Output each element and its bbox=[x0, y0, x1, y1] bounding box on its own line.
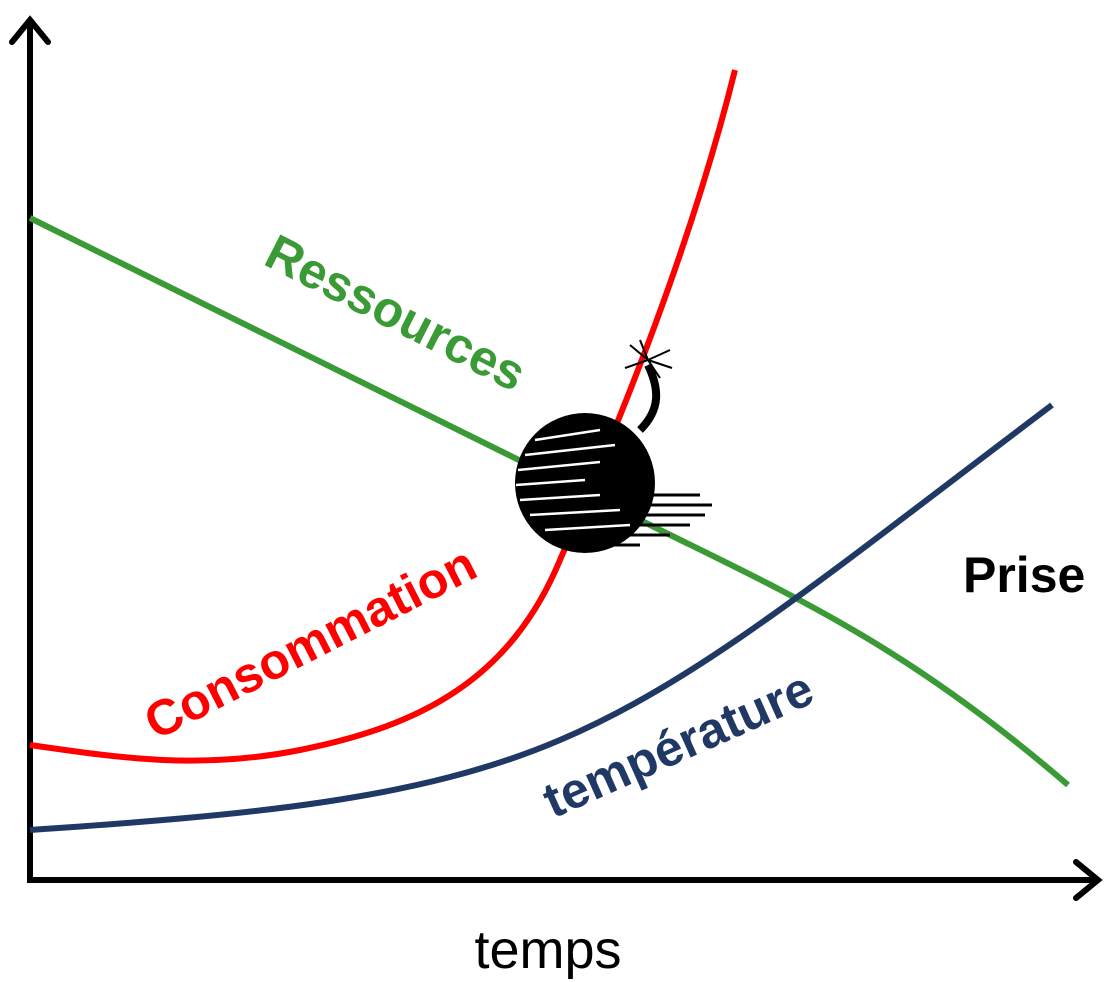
side-text: Prise bbox=[963, 547, 1085, 603]
x-axis-label: temps bbox=[474, 920, 621, 980]
diagram: Ressources Consommation température Pris… bbox=[0, 0, 1105, 982]
consumption-curve bbox=[30, 70, 735, 761]
consumption-label: Consommation bbox=[135, 535, 485, 750]
bomb-icon bbox=[515, 340, 712, 553]
temperature-label: température bbox=[535, 660, 822, 829]
resources-label: Ressources bbox=[257, 224, 535, 403]
